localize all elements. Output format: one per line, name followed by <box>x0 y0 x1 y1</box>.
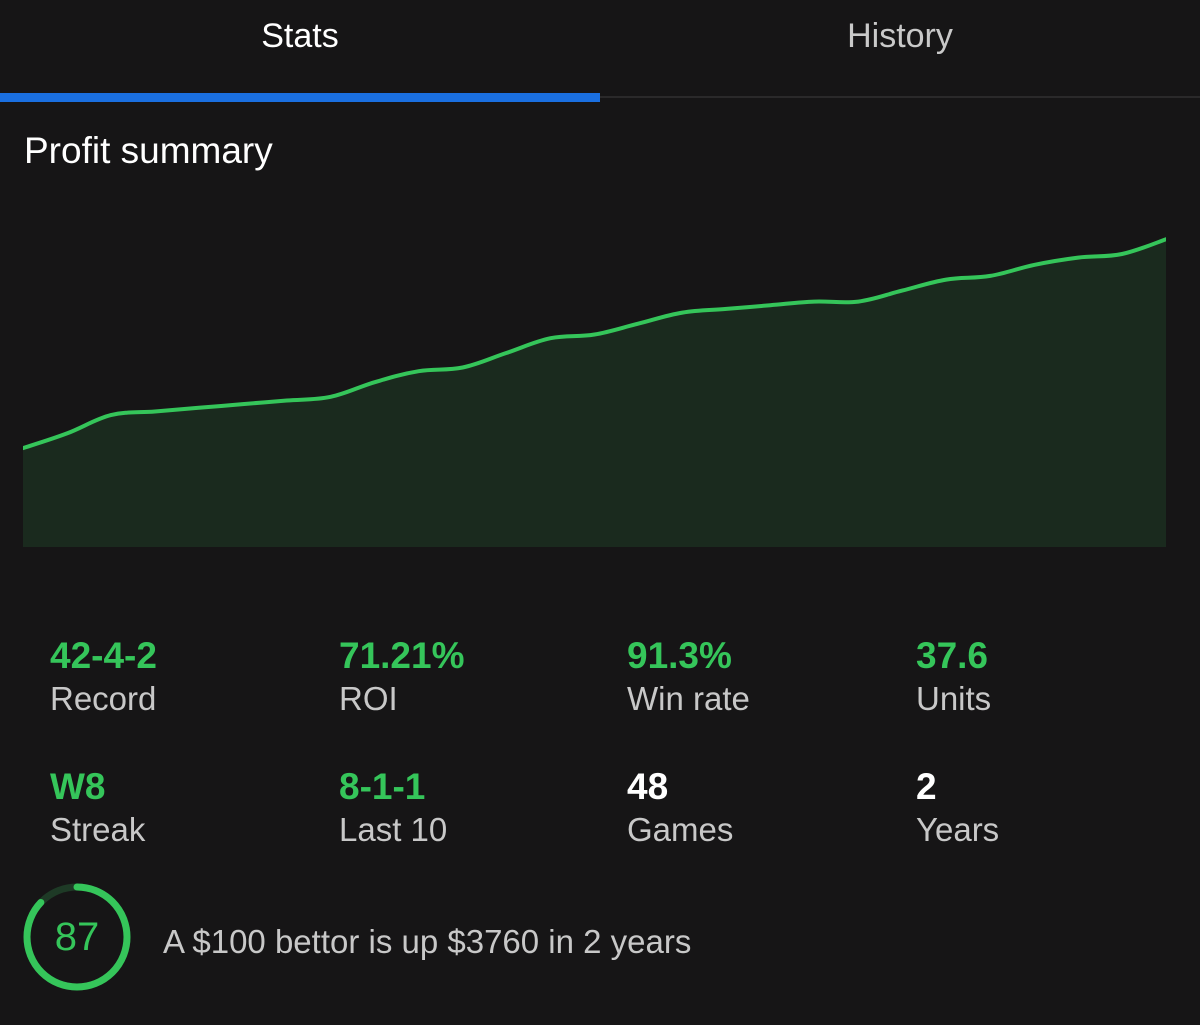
stat-streak-value: W8 <box>50 766 106 807</box>
profit-line <box>23 237 1166 451</box>
profit-chart <box>23 210 1166 547</box>
stat-streak-label: Streak <box>50 811 146 848</box>
stat-last-10: 8-1-1 Last 10 <box>339 765 609 851</box>
stat-roi-label: ROI <box>339 680 398 717</box>
tab-stats-label: Stats <box>261 17 339 55</box>
stat-streak: W8 Streak <box>50 765 320 851</box>
stat-record-value: 42-4-2 <box>50 635 157 676</box>
tab-divider <box>600 96 1200 98</box>
section-title: Profit summary <box>24 130 273 171</box>
stat-record: 42-4-2 Record <box>50 634 320 720</box>
stat-last-10-label: Last 10 <box>339 811 448 848</box>
stat-roi-value: 71.21% <box>339 635 465 676</box>
stat-games: 48 Games <box>627 765 897 851</box>
tab-stats[interactable]: Stats <box>0 0 600 102</box>
profit-area-fill <box>23 239 1166 547</box>
stat-years-label: Years <box>916 811 1000 848</box>
score-badge: 87 <box>22 882 132 992</box>
stat-years-value: 2 <box>916 766 937 807</box>
stat-years: 2 Years <box>916 765 1186 851</box>
stat-record-label: Record <box>50 680 157 717</box>
bettor-summary: A $100 bettor is up $3760 in 2 years <box>163 923 692 960</box>
stat-win-rate-value: 91.3% <box>627 635 732 676</box>
score-ring-icon <box>23 883 131 991</box>
tab-history[interactable]: History <box>600 0 1200 102</box>
stat-win-rate-label: Win rate <box>627 680 750 717</box>
profit-chart-svg <box>23 237 1166 547</box>
stat-win-rate: 91.3% Win rate <box>627 634 897 720</box>
score-value: 87 <box>54 915 100 959</box>
stat-games-value: 48 <box>627 766 669 807</box>
stat-units-label: Units <box>916 680 992 717</box>
stat-games-label: Games <box>627 811 734 848</box>
stat-units-value: 37.6 <box>916 635 989 676</box>
stat-roi: 71.21% ROI <box>339 634 609 720</box>
stat-units: 37.6 Units <box>916 634 1186 720</box>
tab-history-label: History <box>847 17 953 55</box>
active-tab-indicator <box>0 93 600 102</box>
stat-last-10-value: 8-1-1 <box>339 766 426 807</box>
tab-bar: Stats History <box>0 0 1200 102</box>
